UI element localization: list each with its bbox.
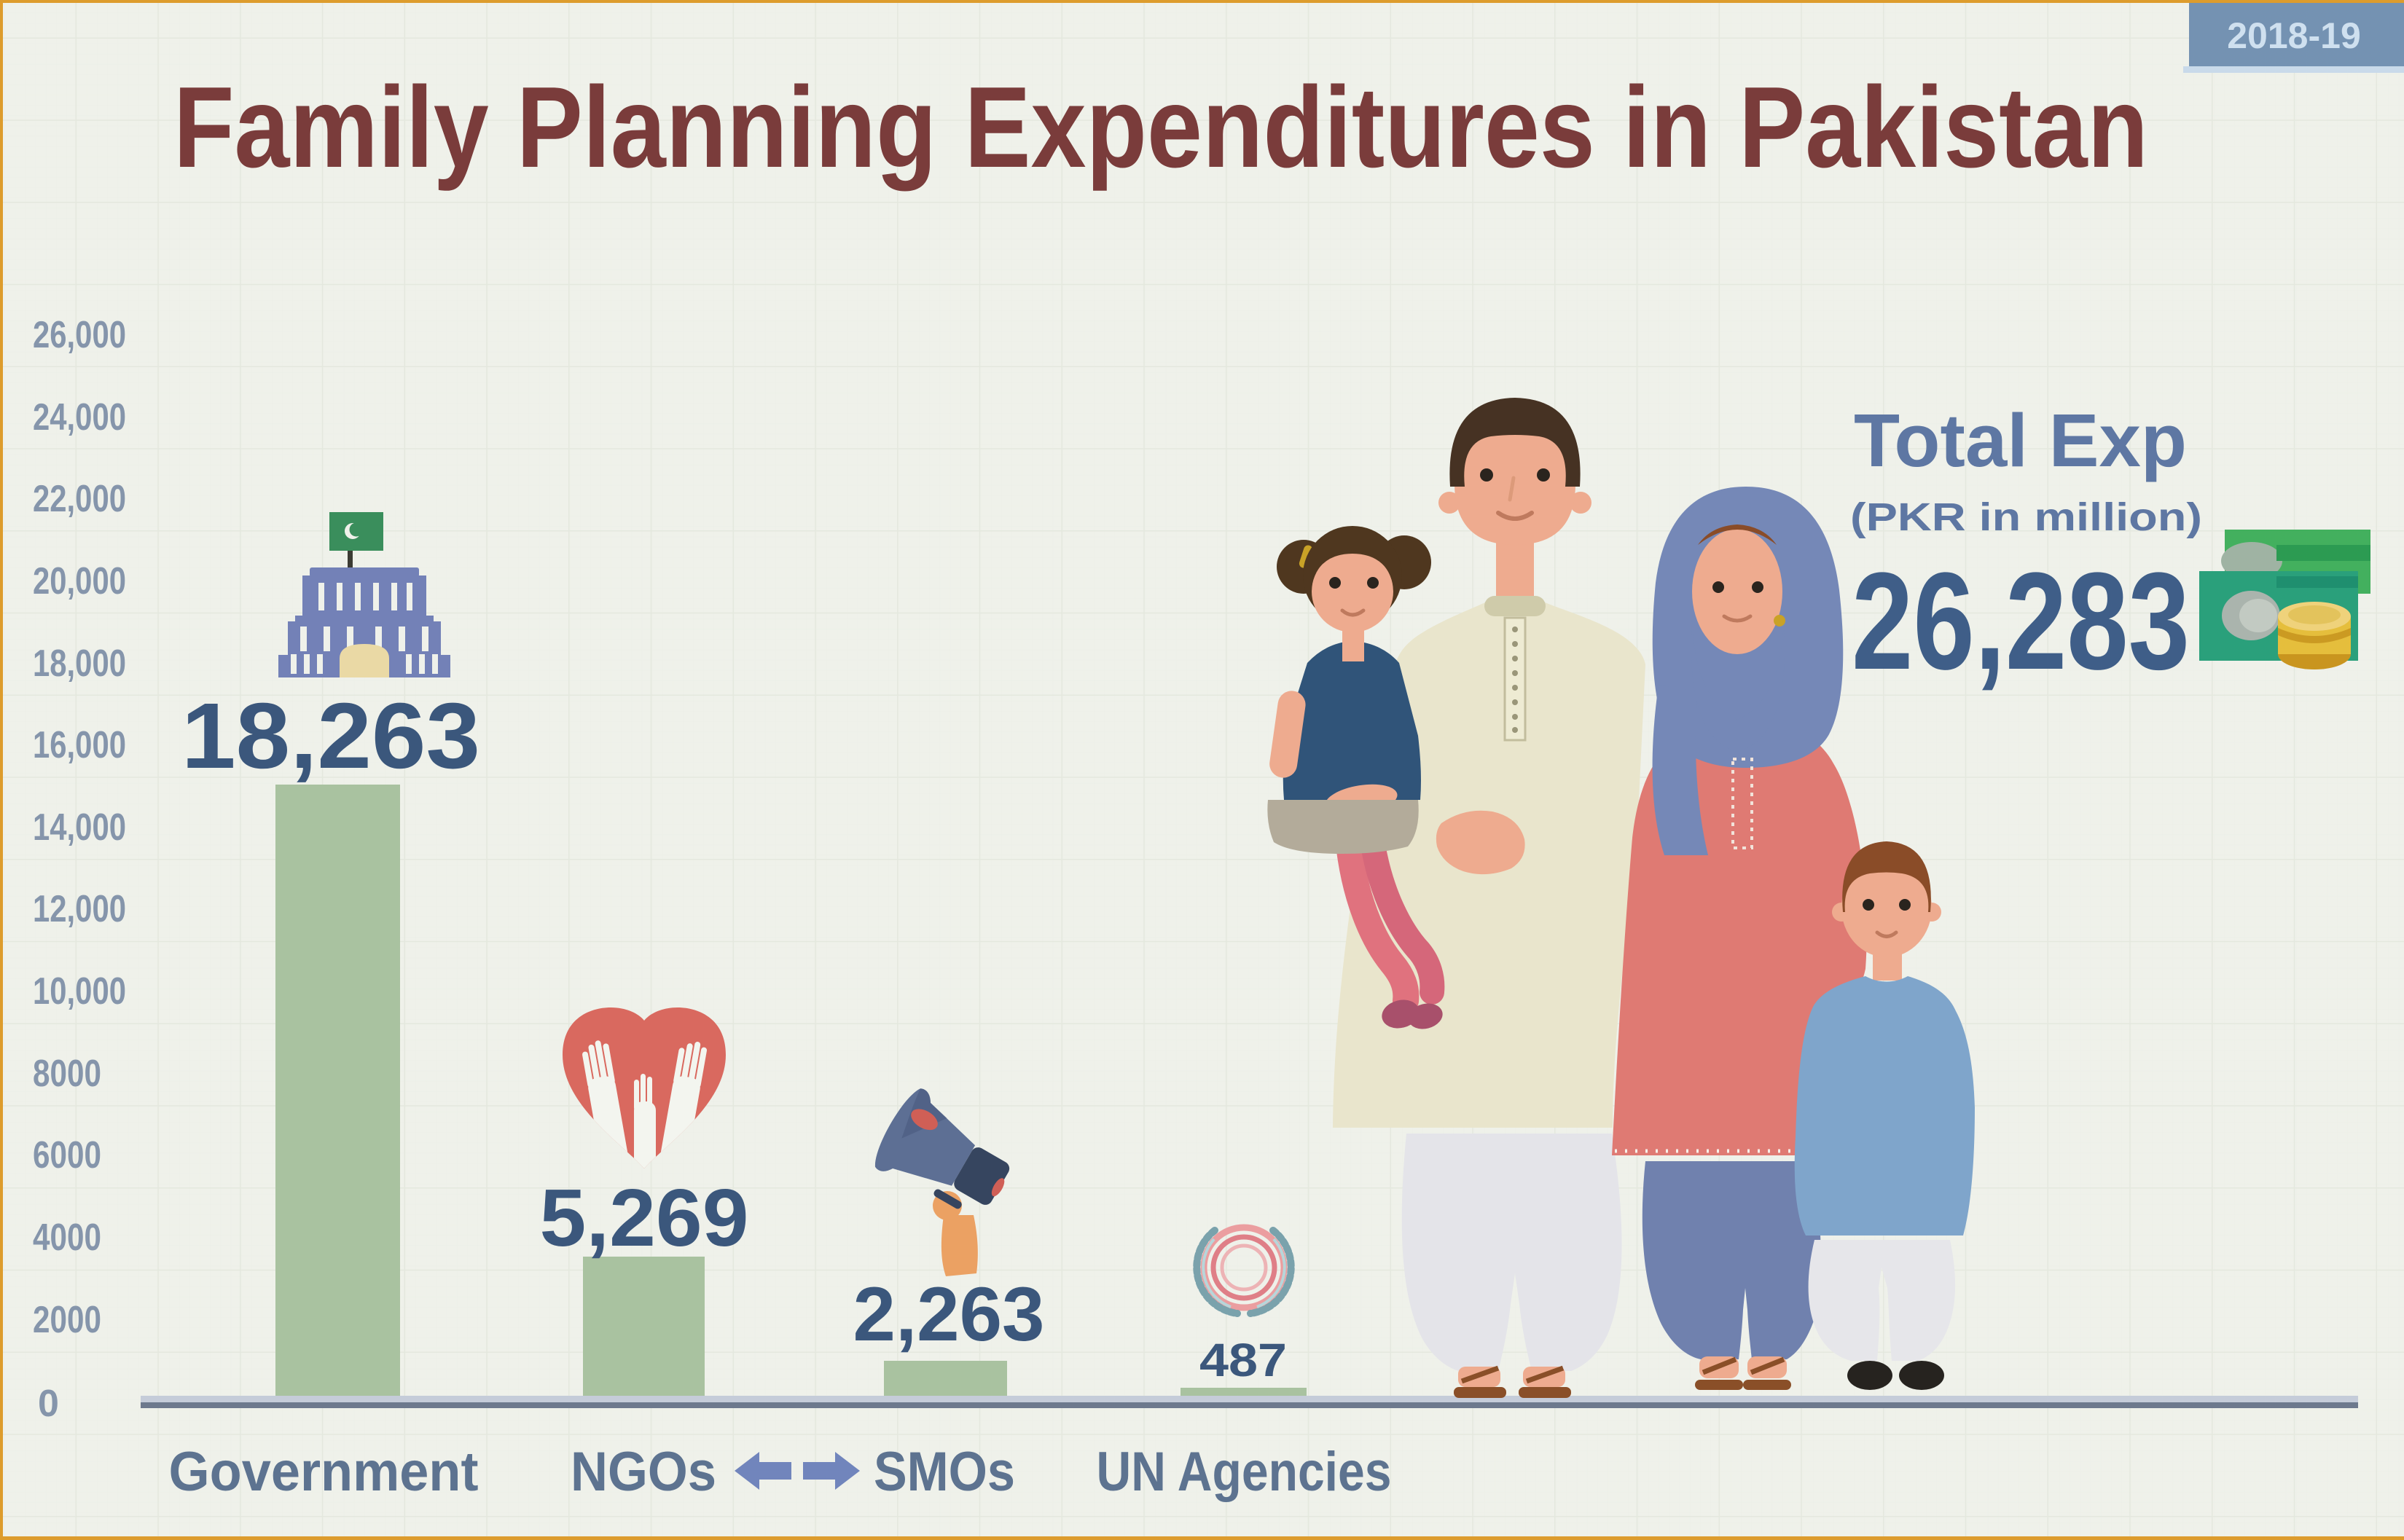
svg-text:SMOs: SMOs xyxy=(874,1441,1015,1503)
svg-text:2018-19: 2018-19 xyxy=(2227,15,2361,56)
svg-text:UN Agencies: UN Agencies xyxy=(1097,1441,1392,1503)
svg-text:(PKR in million): (PKR in million) xyxy=(1850,495,2202,539)
svg-text:2,263: 2,263 xyxy=(853,1272,1045,1357)
svg-text:22,000: 22,000 xyxy=(33,478,126,520)
svg-text:16,000: 16,000 xyxy=(33,724,126,766)
svg-text:5,269: 5,269 xyxy=(540,1173,749,1263)
svg-text:12,000: 12,000 xyxy=(33,888,126,930)
svg-text:26,000: 26,000 xyxy=(33,314,126,356)
svg-text:6000: 6000 xyxy=(33,1134,101,1176)
svg-text:Family Planning Expenditures i: Family Planning Expenditures in Pakistan xyxy=(173,63,2148,192)
svg-text:26,283: 26,283 xyxy=(1852,544,2190,699)
svg-text:20,000: 20,000 xyxy=(33,560,126,602)
svg-text:Total Exp: Total Exp xyxy=(1854,398,2187,482)
svg-text:14,000: 14,000 xyxy=(33,806,126,849)
svg-text:4000: 4000 xyxy=(33,1217,101,1259)
svg-text:NGOs: NGOs xyxy=(571,1441,716,1503)
svg-text:2000: 2000 xyxy=(33,1299,101,1341)
svg-text:0: 0 xyxy=(38,1383,59,1425)
svg-text:8000: 8000 xyxy=(33,1053,101,1095)
svg-text:487: 487 xyxy=(1199,1334,1287,1386)
svg-text:18,263: 18,263 xyxy=(181,684,480,788)
svg-text:18,000: 18,000 xyxy=(33,643,126,685)
svg-text:24,000: 24,000 xyxy=(33,396,126,439)
svg-text:10,000: 10,000 xyxy=(33,970,126,1013)
svg-text:Government: Government xyxy=(169,1441,479,1503)
